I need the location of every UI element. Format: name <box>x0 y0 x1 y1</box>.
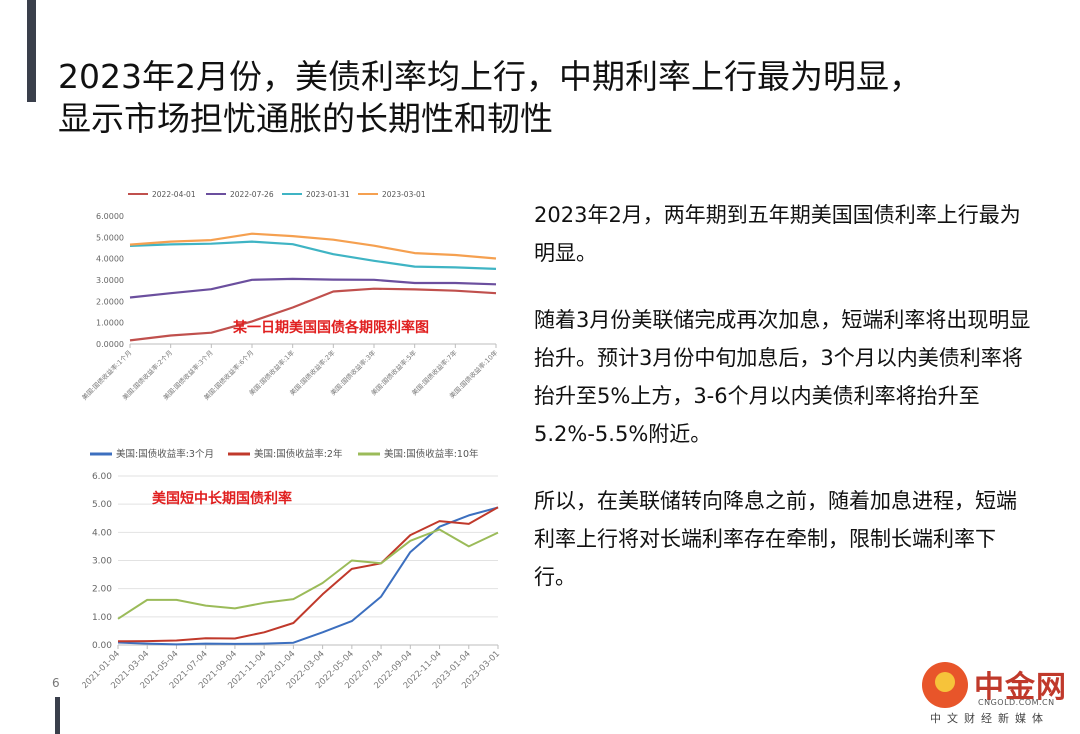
chart-svg: 0.001.002.003.004.005.006.002021-01-0420… <box>82 448 502 690</box>
y-tick-label: 0.00 <box>92 641 112 651</box>
accent-bar-bottom <box>55 697 60 734</box>
yield-curve-chart: 0.0000 1.0000 2.0000 3.0000 4.0000 5.0000 6.00… <box>68 182 508 432</box>
chart-svg: 0.0000 1.0000 2.0000 3.0000 4.0000 5.0000 6.00… <box>80 190 500 402</box>
cngold-logo: 中金网 CNGOLD.COM.CN 中文财经新媒体 <box>922 662 1072 728</box>
y-tick-label: 3.00 <box>92 557 112 567</box>
chart-title: 某一日期美国国债各期限利率图 <box>233 319 429 336</box>
series-line-4 <box>129 232 497 260</box>
slide-title-line1: 2023年2月份，美债利率均上行，中期利率上行最为明显， <box>58 57 922 96</box>
y-tick-label: 1.0000 <box>96 319 124 328</box>
legend-label-1: 2022-04-01 <box>152 190 196 199</box>
logo-icon <box>922 662 968 708</box>
y-tick-label: 4.00 <box>92 528 112 538</box>
paragraph-1: 2023年2月，两年期到五年期美国国债利率上行最为明显。 <box>534 203 1021 265</box>
series-line-3 <box>129 240 497 270</box>
paragraph-2: 随着3月份美联储完成再次加息，短端利率将出现明显抬升。预计3月份中旬加息后，3个… <box>534 308 1031 446</box>
y-tick-label: 4.0000 <box>96 255 124 264</box>
page-number: 6 <box>52 676 60 690</box>
series-line-2 <box>117 506 499 643</box>
series-line-3 <box>117 528 499 620</box>
slide-title-line2: 显示市场担忧通胀的长期性和韧性 <box>58 99 553 138</box>
legend-label-3: 美国:国债收益率:10年 <box>384 448 479 460</box>
y-tick-label: 0.0000 <box>96 340 124 349</box>
y-tick-label: 1.00 <box>92 613 112 623</box>
y-tick-label: 2.00 <box>92 585 112 595</box>
legend-label-1: 美国:国债收益率:3个月 <box>116 448 214 460</box>
accent-bar-top <box>27 0 36 102</box>
legend-label-2: 美国:国债收益率:2年 <box>254 448 343 460</box>
slide-title: 2023年2月份，美债利率均上行，中期利率上行最为明显， 显示市场担忧通胀的长期… <box>58 56 1048 140</box>
y-tick-label: 5.0000 <box>96 233 124 242</box>
series-line-1 <box>129 287 497 342</box>
legend-label-4: 2023-03-01 <box>382 190 426 199</box>
paragraph-3: 所以，在美联储转向降息之前，随着加息进程，短端利率上行将对长端利率存在牵制，限制… <box>534 489 1017 589</box>
series-line-2 <box>129 277 497 299</box>
y-tick-label: 5.00 <box>92 500 112 510</box>
y-tick-label: 6.00 <box>92 472 112 482</box>
chart-title: 美国短中长期国债利率 <box>152 490 292 507</box>
y-tick-label: 2.0000 <box>96 297 124 306</box>
legend-label-3: 2023-01-31 <box>306 190 350 199</box>
logo-url: CNGOLD.COM.CN <box>978 698 1055 707</box>
treasury-yield-chart: 0.00 1.00 2.00 3.00 4.00 5.00 6.00 2021-01-04 20… <box>82 440 512 690</box>
y-tick-label: 6.0000 <box>96 212 124 221</box>
logo-subtitle: 中文财经新媒体 <box>930 712 1049 725</box>
legend-label-2: 2022-07-26 <box>230 190 274 199</box>
y-tick-label: 3.0000 <box>96 276 124 285</box>
body-text: 2023年2月，两年期到五年期美国国债利率上行最为明显。 随着3月份美联储完成再… <box>534 196 1034 625</box>
series-line-1 <box>117 506 499 646</box>
logo-name: 中金网 <box>974 670 1067 705</box>
